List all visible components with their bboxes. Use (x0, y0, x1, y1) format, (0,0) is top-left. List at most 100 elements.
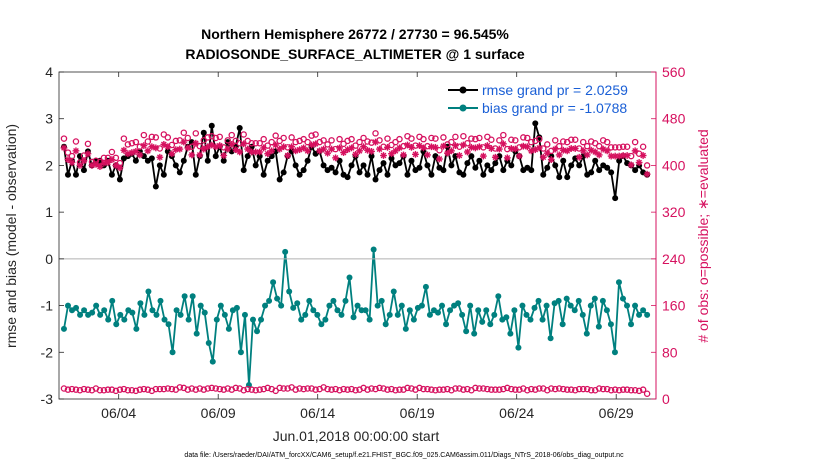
evaluated-point (220, 152, 228, 159)
bottom-possible-point (280, 385, 287, 392)
possible-point (420, 135, 427, 143)
possible-point (256, 139, 263, 147)
y-tick-label-left: 0 (45, 251, 53, 267)
possible-point (292, 138, 299, 146)
evaluated-point (124, 150, 132, 158)
bias-point (611, 349, 618, 356)
evaluated-point (300, 144, 308, 152)
bias-point (60, 325, 67, 332)
evaluated-point (412, 150, 419, 158)
bias-point (422, 283, 429, 290)
evaluated-point (523, 143, 531, 151)
possible-point (432, 135, 439, 142)
bias-point (591, 295, 598, 302)
rmse-point (460, 171, 467, 178)
bottom-possible-point (140, 385, 148, 393)
bias-point (439, 302, 446, 309)
bottom-possible-point (595, 385, 603, 392)
evaluated-point (84, 150, 92, 158)
bias-point (636, 311, 643, 318)
bottom-possible-point (324, 385, 331, 393)
evaluated-point (436, 155, 443, 163)
rmse-point (508, 162, 515, 169)
bottom-possible-point (396, 386, 403, 393)
bias-point (314, 311, 321, 318)
bottom-possible-point (508, 385, 515, 393)
bias-point (97, 311, 104, 318)
evaluated-point (623, 152, 631, 159)
bottom-possible-point (484, 385, 491, 393)
rmse-point (416, 164, 423, 171)
bias-point (157, 297, 164, 304)
evaluated-point (487, 145, 495, 152)
evaluated-point (312, 140, 320, 148)
evaluated-point (324, 149, 331, 157)
possible-point (304, 138, 311, 146)
rmse-point (160, 171, 167, 178)
rmse-point (252, 162, 259, 169)
possible-point (324, 141, 331, 148)
rmse-point (472, 164, 479, 171)
bottom-possible-point (635, 387, 643, 395)
bias-point (507, 330, 514, 337)
evaluated-point (232, 146, 240, 154)
bias-point (169, 349, 176, 356)
evaluated-point (459, 141, 467, 149)
bottom-possible-point (432, 386, 439, 394)
rmse-point (372, 176, 379, 183)
possible-point (408, 135, 415, 142)
evaluated-point (108, 156, 116, 163)
bias-point (434, 309, 441, 316)
bias-point (475, 307, 482, 314)
evaluated-point (475, 143, 483, 151)
bottom-possible-point (128, 386, 136, 394)
evaluated-point (635, 159, 643, 166)
rmse-point (220, 157, 227, 164)
bottom-possible-point (112, 387, 120, 395)
bottom-possible-point (380, 385, 387, 392)
bottom-possible-point (80, 385, 88, 393)
bottom-possible-point (392, 386, 399, 394)
bias-point (241, 311, 248, 318)
bottom-possible-point (384, 386, 391, 393)
bias-point (201, 309, 208, 316)
possible-point (520, 134, 527, 141)
bottom-possible-point (136, 386, 144, 393)
bottom-possible-point (404, 384, 411, 392)
bias-point (113, 321, 120, 328)
evaluated-point (264, 150, 272, 158)
bias-point (471, 330, 478, 337)
rmse-point (172, 162, 179, 169)
possible-point (60, 135, 68, 142)
bottom-possible-point (440, 386, 447, 393)
bottom-possible-point (124, 386, 132, 394)
rmse-point (612, 195, 619, 202)
rmse-point (432, 153, 439, 160)
bias-point (515, 344, 522, 351)
bias-point (274, 295, 281, 302)
bottom-possible-point (643, 390, 651, 397)
bias-point (77, 311, 84, 318)
rmse-point (604, 164, 611, 171)
evaluated-point (188, 151, 196, 159)
possible-point (320, 137, 327, 144)
bias-point (221, 311, 228, 318)
evaluated-point (539, 153, 547, 161)
evaluated-point (372, 138, 379, 146)
bias-point (370, 246, 377, 253)
rmse-point (376, 167, 383, 174)
evaluated-point (424, 151, 431, 159)
possible-point (643, 162, 651, 169)
legend: rmse grand pr = 2.0259 bias grand pr = -… (444, 78, 648, 118)
y-axis-label-left: rmse and bias (model - observation) (3, 124, 19, 348)
chart-title: Northern Hemisphere 26772 / 27730 = 96.5… (201, 26, 509, 42)
bias-point (266, 297, 273, 304)
bias-point (583, 330, 590, 337)
rmse-point (292, 162, 299, 169)
bottom-possible-point (408, 385, 415, 392)
evaluated-point (336, 144, 343, 152)
bottom-possible-point (224, 385, 231, 392)
bias-point (270, 279, 277, 286)
bias-point (366, 316, 373, 323)
rmse-point (384, 171, 391, 178)
